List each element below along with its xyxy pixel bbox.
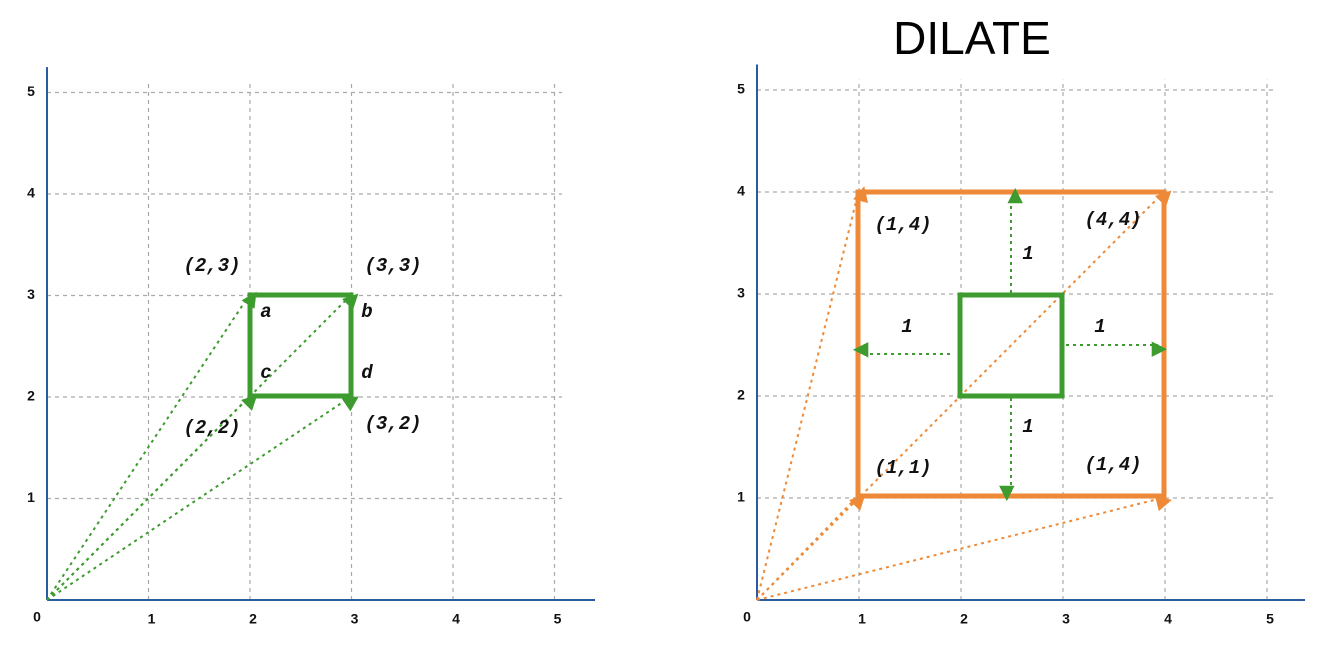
y-tick-label: 1 <box>737 489 745 505</box>
y-tick-label: 3 <box>737 285 745 301</box>
point-label: (2,3) <box>183 255 240 277</box>
point-label: (4,4) <box>1084 209 1141 231</box>
point-label: (3,3) <box>364 255 421 277</box>
y-tick-label: 4 <box>27 185 35 201</box>
x-tick-label: 3 <box>1062 611 1070 627</box>
x-tick-label: 5 <box>554 611 562 627</box>
y-tick-label: 4 <box>737 183 745 199</box>
vector <box>756 496 1172 601</box>
offset-label: 1 <box>1022 243 1033 265</box>
x-tick-label: 2 <box>249 611 257 627</box>
corner-name: d <box>361 362 373 384</box>
vector <box>756 186 869 601</box>
x-tick-label: 3 <box>351 611 359 627</box>
vector <box>46 394 258 601</box>
x-tick-label: 4 <box>1164 611 1172 627</box>
corner-name: a <box>260 301 271 323</box>
offset-label: 1 <box>1022 416 1033 438</box>
origin-label: 0 <box>743 609 751 625</box>
y-tick-label: 2 <box>27 388 35 404</box>
y-tick-label: 3 <box>27 286 35 302</box>
offset-label: 1 <box>901 316 912 338</box>
x-tick-label: 2 <box>960 611 968 627</box>
x-tick-label: 4 <box>452 611 460 627</box>
vector <box>46 396 359 601</box>
origin-label: 0 <box>33 609 41 625</box>
x-tick-label: 5 <box>1266 611 1274 627</box>
offset-label: 1 <box>1094 316 1105 338</box>
square <box>247 292 354 399</box>
title: DILATE <box>893 12 1051 64</box>
point-label: (2,2) <box>183 417 240 439</box>
point-label: (3,2) <box>364 413 421 435</box>
x-tick-label: 1 <box>148 611 156 627</box>
y-tick-label: 1 <box>27 489 35 505</box>
vector <box>756 190 1172 601</box>
square <box>957 292 1065 399</box>
y-tick-label: 5 <box>737 81 745 97</box>
vector <box>756 494 866 601</box>
corner-name: b <box>361 301 372 323</box>
x-tick-label: 1 <box>858 611 866 627</box>
corner-name: c <box>260 362 271 384</box>
right-panel: DILATE 1 1 1 1 (1,4) (4,4) (1,1) (1,4) <box>756 12 1172 601</box>
left-panel: (2,3) (3,3) (2,2) (3,2) a b c d <box>46 255 422 601</box>
point-label: (1,4) <box>874 214 931 236</box>
point-label: (1,1) <box>874 457 931 479</box>
y-tick-label: 5 <box>27 83 35 99</box>
grids: 1 2 3 4 5 1 2 3 4 5 0 1 2 3 4 5 1 2 3 4 5 0 <box>27 64 1305 627</box>
vector <box>46 291 257 601</box>
y-tick-label: 2 <box>737 387 745 403</box>
point-label: (1,4) <box>1084 454 1141 476</box>
